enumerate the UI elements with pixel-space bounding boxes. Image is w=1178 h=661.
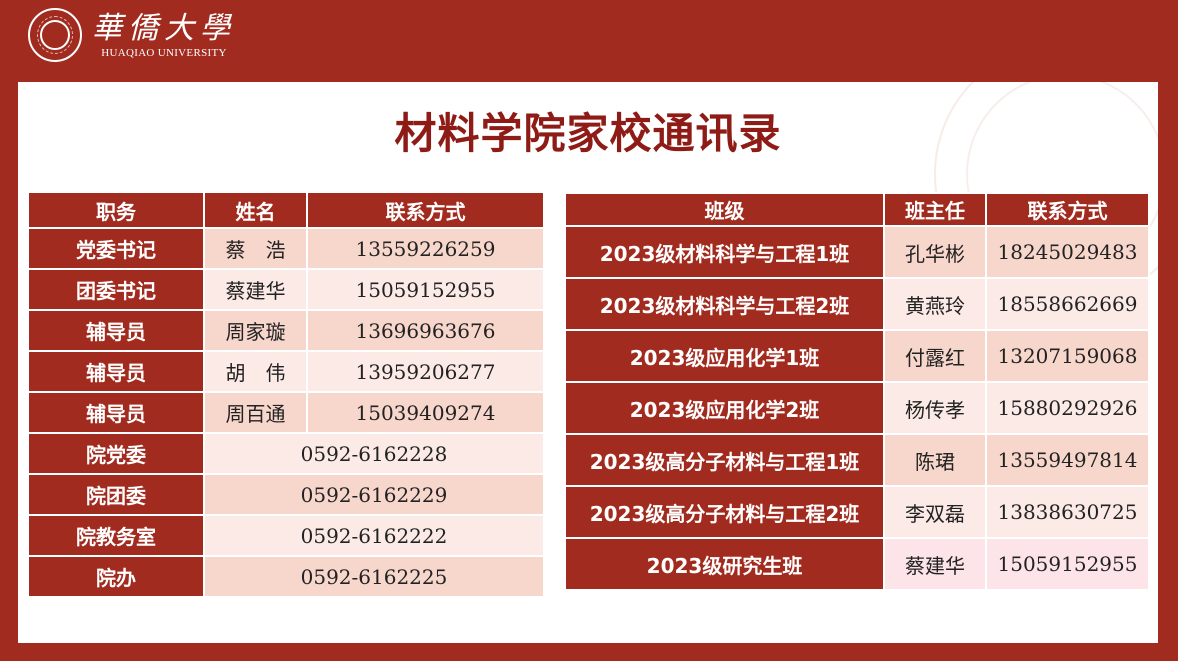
phone-cell: 13559226259 bbox=[308, 229, 543, 268]
phone-cell: 15059152955 bbox=[987, 539, 1148, 589]
phone-cell: 13838630725 bbox=[987, 487, 1148, 537]
header-role: 职务 bbox=[29, 193, 203, 227]
role-cell: 院团委 bbox=[29, 475, 203, 514]
logo-chinese-name: 華僑大學 bbox=[92, 11, 236, 46]
phone-cell: 13207159068 bbox=[987, 331, 1148, 381]
class-cell: 2023级应用化学1班 bbox=[566, 331, 883, 381]
table-row: 辅导员胡 伟 13959206277 bbox=[29, 352, 543, 391]
teacher-cell: 陈珺 bbox=[885, 435, 985, 485]
table-header-row: 班级 班主任 联系方式 bbox=[566, 194, 1148, 225]
name-cell: 蔡建华 bbox=[205, 270, 306, 309]
table-row: 院办 0592-6162225 bbox=[29, 557, 543, 596]
role-cell: 院党委 bbox=[29, 434, 203, 473]
phone-cell: 0592-6162222 bbox=[205, 516, 543, 555]
phone-cell: 18558662669 bbox=[987, 279, 1148, 329]
university-logo: 華僑大學 HUAQIAO UNIVERSITY bbox=[28, 8, 236, 62]
table-row: 党委书记蔡 浩 13559226259 bbox=[29, 229, 543, 268]
table-header-row: 职务 姓名 联系方式 bbox=[29, 193, 543, 227]
role-cell: 院教务室 bbox=[29, 516, 203, 555]
header-name: 姓名 bbox=[205, 193, 306, 227]
phone-cell: 13696963676 bbox=[308, 311, 543, 350]
teacher-cell: 杨传孝 bbox=[885, 383, 985, 433]
class-cell: 2023级高分子材料与工程2班 bbox=[566, 487, 883, 537]
table-row: 2023级应用化学2班 杨传孝 15880292926 bbox=[566, 383, 1148, 433]
table-row: 2023级材料科学与工程2班 黄燕玲 18558662669 bbox=[566, 279, 1148, 329]
table-row: 2023级材料科学与工程1班 孔华彬 18245029483 bbox=[566, 227, 1148, 277]
phone-cell: 15059152955 bbox=[308, 270, 543, 309]
phone-cell: 13959206277 bbox=[308, 352, 543, 391]
class-contact-table: 班级 班主任 联系方式 2023级材料科学与工程1班 孔华彬 18245029483… bbox=[564, 192, 1150, 591]
teacher-cell: 黄燕玲 bbox=[885, 279, 985, 329]
content-panel: 材料学院家校通讯录 职务 姓名 联系方式 党委书记蔡 浩 13559226259 团… bbox=[18, 82, 1158, 643]
phone-cell: 0592-6162225 bbox=[205, 557, 543, 596]
table-row: 辅导员 周百通 15039409274 bbox=[29, 393, 543, 432]
teacher-cell: 孔华彬 bbox=[885, 227, 985, 277]
role-cell: 辅导员 bbox=[29, 311, 203, 350]
table-row: 辅导员 周家璇 13696963676 bbox=[29, 311, 543, 350]
role-cell: 辅导员 bbox=[29, 393, 203, 432]
teacher-cell: 蔡建华 bbox=[885, 539, 985, 589]
table-row: 院团委 0592-6162229 bbox=[29, 475, 543, 514]
class-cell: 2023级材料科学与工程1班 bbox=[566, 227, 883, 277]
phone-cell: 15039409274 bbox=[308, 393, 543, 432]
name-cell: 周百通 bbox=[205, 393, 306, 432]
phone-cell: 13559497814 bbox=[987, 435, 1148, 485]
header-class: 班级 bbox=[566, 194, 883, 225]
header-contact: 联系方式 bbox=[987, 194, 1148, 225]
phone-cell: 0592-6162229 bbox=[205, 475, 543, 514]
logo-english-name: HUAQIAO UNIVERSITY bbox=[101, 47, 227, 59]
header-teacher: 班主任 bbox=[885, 194, 985, 225]
class-cell: 2023级研究生班 bbox=[566, 539, 883, 589]
table-row: 院教务室 0592-6162222 bbox=[29, 516, 543, 555]
staff-contact-table: 职务 姓名 联系方式 党委书记蔡 浩 13559226259 团委书记 蔡建华 1505… bbox=[27, 191, 545, 598]
role-cell: 党委书记 bbox=[29, 229, 203, 268]
teacher-cell: 李双磊 bbox=[885, 487, 985, 537]
university-seal-icon bbox=[28, 8, 82, 62]
table-row: 2023级高分子材料与工程2班 李双磊 13838630725 bbox=[566, 487, 1148, 537]
name-cell: 胡 伟 bbox=[205, 352, 306, 391]
table-row: 团委书记 蔡建华 15059152955 bbox=[29, 270, 543, 309]
teacher-cell: 付露红 bbox=[885, 331, 985, 381]
phone-cell: 18245029483 bbox=[987, 227, 1148, 277]
role-cell: 院办 bbox=[29, 557, 203, 596]
table-row: 2023级高分子材料与工程1班 陈珺 13559497814 bbox=[566, 435, 1148, 485]
class-cell: 2023级材料科学与工程2班 bbox=[566, 279, 883, 329]
header-contact: 联系方式 bbox=[308, 193, 543, 227]
class-cell: 2023级应用化学2班 bbox=[566, 383, 883, 433]
phone-cell: 15880292926 bbox=[987, 383, 1148, 433]
role-cell: 辅导员 bbox=[29, 352, 203, 391]
phone-cell: 0592-6162228 bbox=[205, 434, 543, 473]
table-row: 院党委 0592-6162228 bbox=[29, 434, 543, 473]
table-row: 2023级应用化学1班 付露红 13207159068 bbox=[566, 331, 1148, 381]
page-title: 材料学院家校通讯录 bbox=[394, 109, 782, 158]
table-row: 2023级研究生班 蔡建华 15059152955 bbox=[566, 539, 1148, 589]
name-cell: 周家璇 bbox=[205, 311, 306, 350]
class-cell: 2023级高分子材料与工程1班 bbox=[566, 435, 883, 485]
role-cell: 团委书记 bbox=[29, 270, 203, 309]
name-cell: 蔡 浩 bbox=[205, 229, 306, 268]
